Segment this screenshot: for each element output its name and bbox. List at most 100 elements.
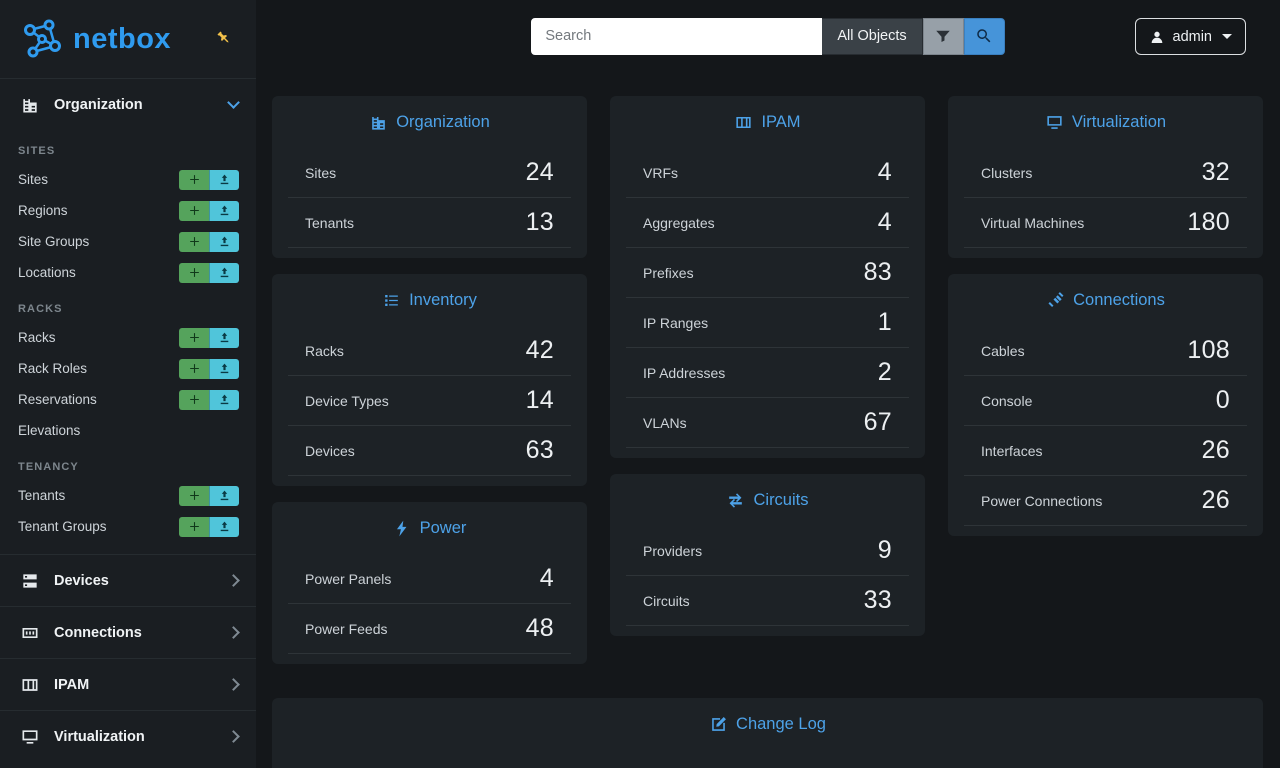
sidebar-item-link[interactable]: Racks [18,330,56,345]
stat-value-link[interactable]: 108 [1187,336,1230,364]
stat-value-link[interactable]: 24 [525,158,554,186]
devices-icon [20,571,40,591]
add-button[interactable] [179,262,209,283]
card-title-link[interactable]: Circuits [753,490,809,509]
stat-value-link[interactable]: 42 [525,336,554,364]
stat-label-link[interactable]: Sites [305,164,337,181]
card-power: Power Power Panels 4 Power Feeds 48 [272,502,587,664]
quick-actions [179,327,239,348]
stat-value-link[interactable]: 4 [877,208,892,236]
import-button[interactable] [209,516,239,537]
sidebar-item-link[interactable]: Rack Roles [18,361,88,376]
netbox-logo-icon[interactable] [20,17,64,61]
stat-label-link[interactable]: Clusters [981,164,1033,181]
card-title-link[interactable]: Change Log [736,714,826,733]
add-button[interactable] [179,327,209,348]
stat-label-link[interactable]: Devices [305,442,355,459]
stat-value-link[interactable]: 2 [877,358,892,386]
sidebar-group-organization[interactable]: Organization [0,78,256,130]
stat-value-link[interactable]: 9 [877,536,892,564]
stat-value-link[interactable]: 13 [525,208,554,236]
quick-actions [179,516,239,537]
filter-button[interactable] [922,17,964,55]
stat-value-link[interactable]: 1 [877,308,892,336]
sidebar-item-link[interactable]: Locations [18,265,76,280]
sidebar-group-ipam[interactable]: IPAM [0,658,256,710]
stat-value-link[interactable]: 48 [525,614,554,642]
import-button[interactable] [209,327,239,348]
stat-label-link[interactable]: Tenants [305,214,355,231]
add-button[interactable] [179,389,209,410]
sidebar-item-link[interactable]: Tenants [18,488,66,503]
stat-value-link[interactable]: 4 [877,158,892,186]
stat-value-link[interactable]: 180 [1187,208,1230,236]
stat-label-link[interactable]: Racks [305,342,344,359]
user-menu-button[interactable]: admin [1134,18,1246,55]
stat-value-link[interactable]: 14 [525,386,554,414]
stat-label-link[interactable]: Providers [643,542,703,559]
import-button[interactable] [209,200,239,221]
upload-icon [220,521,229,532]
stat-label-link[interactable]: Interfaces [981,442,1043,459]
card-title-link[interactable]: Inventory [409,290,477,309]
card-title-link[interactable]: Connections [1073,290,1165,309]
stat-value-link[interactable]: 83 [863,258,892,286]
stat-value-link[interactable]: 63 [525,436,554,464]
sidebar-group-connections[interactable]: Connections [0,606,256,658]
sidebar-group-devices[interactable]: Devices [0,554,256,606]
search-button[interactable] [963,17,1005,55]
stat-value-link[interactable]: 26 [1201,486,1230,514]
stat-label-link[interactable]: Prefixes [643,264,694,281]
sidebar-item-link[interactable]: Reservations [18,392,97,407]
import-button[interactable] [209,485,239,506]
card-title-link[interactable]: Virtualization [1071,112,1167,131]
add-button[interactable] [179,358,209,379]
import-button[interactable] [209,358,239,379]
card-title-link[interactable]: Organization [396,112,490,131]
stat-value-link[interactable]: 32 [1201,158,1230,186]
stat-label-link[interactable]: IP Ranges [643,314,709,331]
stat-label-link[interactable]: Virtual Machines [981,214,1085,231]
stat-label-link[interactable]: Power Feeds [305,620,388,637]
import-button[interactable] [209,231,239,252]
sidebar-item-link[interactable]: Sites [18,172,49,187]
add-button[interactable] [179,516,209,537]
add-button[interactable] [179,169,209,190]
stat-label-link[interactable]: Device Types [305,392,389,409]
stat-value-link[interactable]: 4 [539,564,554,592]
add-button[interactable] [179,231,209,252]
stat-value-link[interactable]: 26 [1201,436,1230,464]
sidebar-item-link[interactable]: Elevations [18,423,81,438]
stat-label-link[interactable]: VRFs [643,164,678,181]
stat-label-link[interactable]: Aggregates [643,214,715,231]
stat-label-link[interactable]: Circuits [643,592,690,609]
card-title-link[interactable]: Power [419,518,467,537]
sidebar-group-virtualization[interactable]: Virtualization [0,710,256,762]
sidebar-item-link[interactable]: Tenant Groups [18,519,107,534]
import-button[interactable] [209,389,239,410]
card-organization: Organization Sites 24 Tenants 13 [272,96,587,258]
upload-icon [220,174,229,185]
stat-label-link[interactable]: IP Addresses [643,364,726,381]
stat-value-link[interactable]: 67 [863,408,892,436]
search-scope-button[interactable]: All Objects [822,17,923,55]
search-input[interactable] [531,17,823,55]
brand-name[interactable]: netbox [73,22,172,55]
stat-label-link[interactable]: VLANs [643,414,687,431]
stat-label-link[interactable]: Power Panels [305,570,392,587]
stat-value-link[interactable]: 0 [1215,386,1230,414]
stat-label-link[interactable]: Power Connections [981,492,1103,509]
stat-value-link[interactable]: 33 [863,586,892,614]
sidebar-item-link[interactable]: Site Groups [18,234,90,249]
stat-label-link[interactable]: Console [981,392,1033,409]
sidebar-group-label: Virtualization [54,728,145,745]
pin-icon[interactable] [215,29,232,51]
add-button[interactable] [179,200,209,221]
sidebar-item-link[interactable]: Regions [18,203,68,218]
import-button[interactable] [209,169,239,190]
add-button[interactable] [179,485,209,506]
card-title-link[interactable]: IPAM [761,112,801,131]
import-button[interactable] [209,262,239,283]
sidebar-item-racks: Racks [0,322,256,353]
stat-label-link[interactable]: Cables [981,342,1025,359]
